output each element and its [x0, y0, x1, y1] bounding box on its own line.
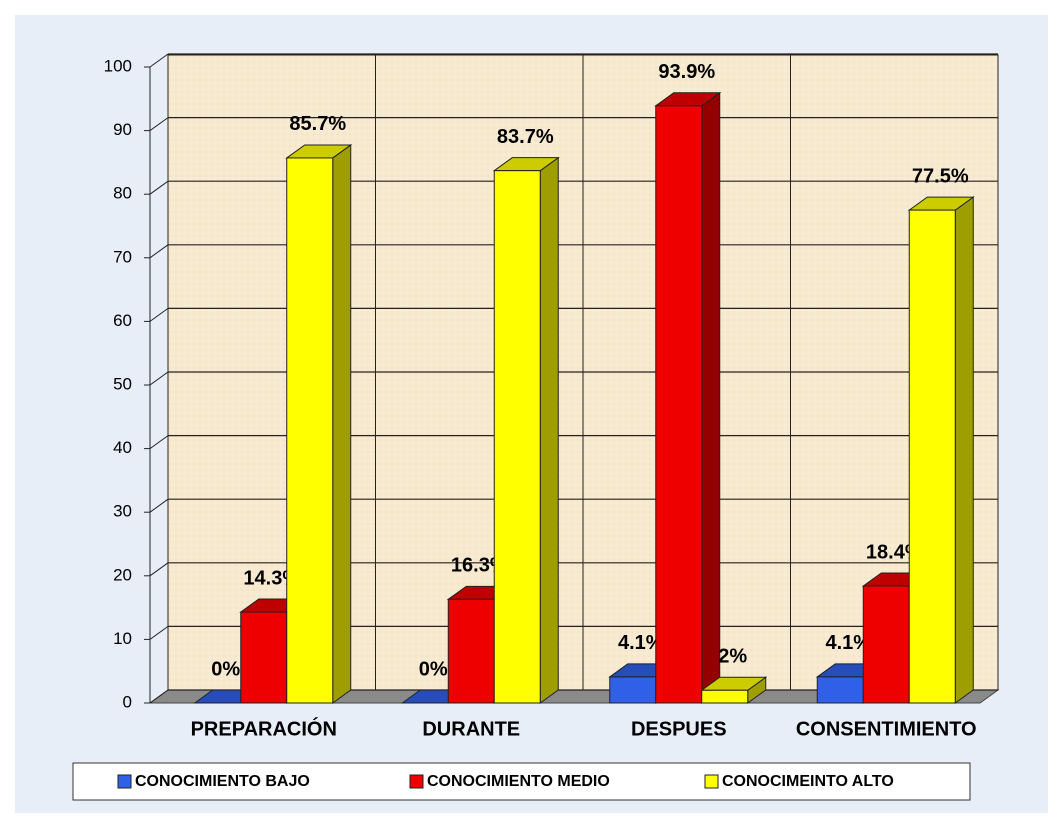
- legend-swatch: [117, 774, 132, 789]
- grid-line: [149, 117, 169, 132]
- data-label: 16.3%: [451, 555, 508, 577]
- grid-line: [149, 371, 169, 386]
- x-tick-label: PREPARACIÓN: [191, 716, 337, 740]
- bar-side: [701, 91, 721, 704]
- grid-line: [149, 435, 169, 450]
- data-label: 0%: [211, 658, 240, 680]
- y-tick-label: 100: [104, 56, 132, 75]
- data-label: 83.7%: [497, 126, 554, 148]
- bar: [862, 585, 910, 704]
- bar: [286, 157, 334, 704]
- grid-line: [149, 625, 169, 640]
- legend-label: CONOCIMIENTO BAJO: [135, 773, 310, 790]
- y-tick-label: 30: [113, 502, 132, 521]
- bar: [240, 611, 288, 704]
- data-label: 14.3%: [243, 567, 300, 589]
- data-label: 77.5%: [912, 165, 969, 187]
- legend-swatch: [409, 774, 424, 789]
- data-label: 18.4%: [866, 541, 923, 563]
- bar: [908, 209, 956, 704]
- y-tick-label: 40: [113, 438, 132, 457]
- legend-label: CONOCIMIENTO MEDIO: [427, 773, 610, 790]
- legend-swatch: [704, 774, 719, 789]
- data-label: 93.9%: [658, 61, 715, 83]
- bar: [493, 170, 541, 704]
- legend: [72, 762, 971, 801]
- x-tick-label: CONSENTIMIENTO: [796, 718, 977, 740]
- bar: [447, 598, 495, 704]
- data-label: 4.1%: [825, 632, 871, 654]
- grid-line: [149, 689, 169, 704]
- bar-side: [539, 156, 559, 704]
- y-tick-label: 60: [113, 311, 132, 330]
- bar: [816, 676, 864, 704]
- grid-line: [149, 180, 169, 195]
- y-tick-label: 10: [113, 629, 132, 648]
- y-tick-label: 20: [113, 565, 132, 584]
- x-tick-label: DURANTE: [422, 718, 520, 740]
- bar: [701, 689, 749, 704]
- bar: [609, 676, 657, 704]
- x-tick-label: DESPUES: [631, 718, 727, 740]
- bar: [655, 105, 703, 704]
- data-label: 85.7%: [289, 113, 346, 135]
- y-tick-label: 50: [113, 374, 132, 393]
- grid-line: [149, 307, 169, 322]
- grid-line: [149, 498, 169, 513]
- y-tick-label: 0: [123, 692, 132, 711]
- data-label: 0%: [419, 658, 448, 680]
- legend-label: CONOCIMEINTO ALTO: [722, 773, 894, 790]
- grid-line: [149, 244, 169, 259]
- y-tick-label: 70: [113, 247, 132, 266]
- grid-line: [149, 53, 169, 68]
- grid-line: [149, 562, 169, 577]
- y-tick-label: 80: [113, 184, 132, 203]
- data-label: 2%: [718, 646, 747, 668]
- data-label: 4.1%: [618, 632, 664, 654]
- bar-side: [332, 143, 352, 704]
- y-tick-label: 90: [113, 120, 132, 139]
- bar-side: [954, 196, 974, 704]
